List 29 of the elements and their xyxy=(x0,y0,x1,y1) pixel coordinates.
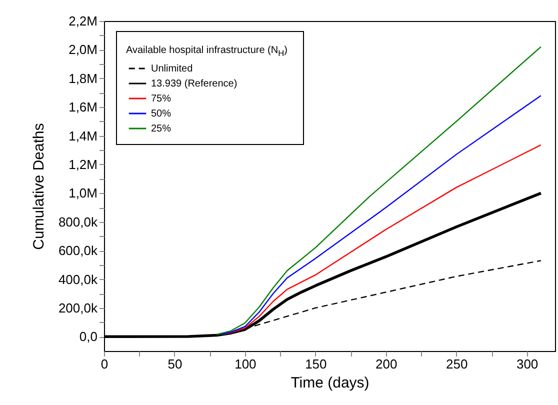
y-tick-label: 1,0M xyxy=(68,186,98,201)
x-tick-label: 150 xyxy=(305,356,327,372)
y-tick-label: 1,2M xyxy=(68,156,98,172)
y-tick-label: 1,6M xyxy=(68,100,98,115)
y-tick-label: 600,0k xyxy=(58,243,98,258)
y-tick-label: 2,0M xyxy=(68,42,98,58)
x-tick-label: 0 xyxy=(100,356,108,372)
x-tick-label: 250 xyxy=(446,356,468,372)
legend-label: 13.939 (Reference) xyxy=(151,78,238,90)
x-tick-label: 100 xyxy=(234,356,256,372)
y-tick-label: 400,0k xyxy=(58,272,98,287)
line-series xyxy=(223,144,542,335)
y-axis-title: Cumulative Deaths xyxy=(30,123,48,250)
x-tick-label: 300 xyxy=(516,356,538,372)
y-tick-label: 1,8M xyxy=(68,70,98,86)
y-tick-label: 0,0 xyxy=(79,329,98,344)
legend-label: 50% xyxy=(151,108,172,120)
legend-label: 25% xyxy=(151,124,172,134)
legend-label: Unlimited xyxy=(151,64,193,74)
x-tick-label: 50 xyxy=(168,356,182,372)
x-axis-title: Time (days) xyxy=(290,374,370,392)
y-tick-label: 1,4M xyxy=(68,128,98,144)
y-tick-label: 800,0k xyxy=(58,214,98,230)
line-series xyxy=(220,95,542,336)
y-tick-label: 2,2M xyxy=(68,14,98,28)
legend-label: 75% xyxy=(151,94,172,104)
x-tick-label: 200 xyxy=(376,356,398,372)
y-tick-label: 200,0k xyxy=(58,300,98,316)
legend-title: Available hospital infrastructure (N$_{H}$) xyxy=(126,45,288,58)
